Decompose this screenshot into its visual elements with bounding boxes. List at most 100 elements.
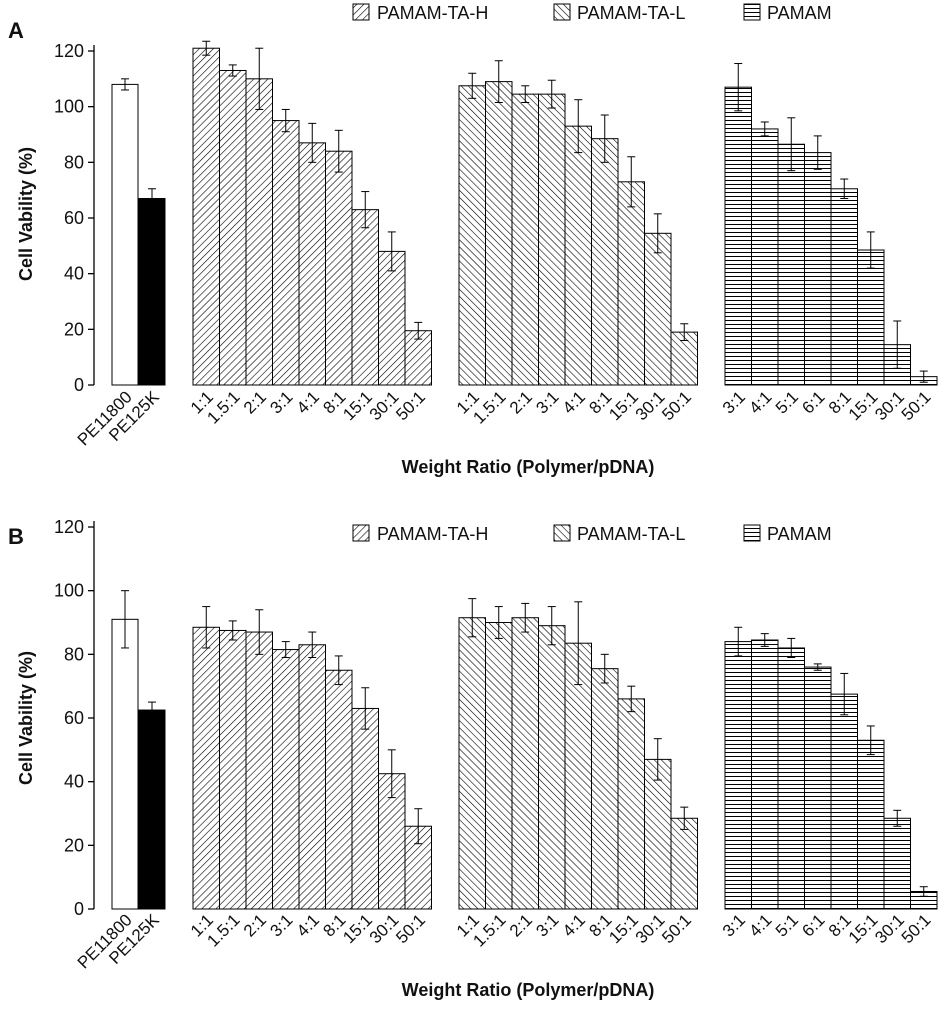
x-tick-label: 4:1 [745,387,775,417]
bar [830,188,858,386]
bar [458,617,486,910]
x-tick-label: 3:1 [532,387,562,417]
bar [644,758,672,910]
chart-panel-b: B 0 20 40 60 80 100 120 Cell Vability (%) Weight … [8,517,938,1000]
bar [883,817,911,910]
legend-swatch [743,524,761,542]
y-tick-label: 80 [64,644,84,664]
legend-label: PAMAM [767,3,832,23]
x-tick-label: 4:1 [745,910,775,940]
bar [538,93,566,386]
bar [777,647,805,910]
x-tick-label: 50:1 [392,910,429,947]
x-tick-label: 3:1 [532,910,562,940]
bar [564,125,592,386]
bar [564,642,592,910]
y-tick-label: 60 [64,708,84,728]
bar [111,83,139,386]
bar [485,81,513,386]
bar [351,209,379,386]
bar [724,641,752,910]
bar [751,639,779,910]
y-axis-title: Cell Vability (%) [16,651,36,785]
bar [857,249,885,386]
bar [325,669,353,910]
x-tick-label: 3:1 [266,387,296,417]
bar [245,631,273,910]
x-tick-label: 3:1 [266,910,296,940]
x-tick-label: 2:1 [240,387,270,417]
bar [298,142,326,386]
y-tick-label: 100 [54,581,84,601]
bar [670,817,698,910]
bar [617,698,645,910]
y-tick-label: 20 [64,319,84,339]
bar [404,330,432,386]
x-tick-label: 4:1 [293,387,323,417]
bar [830,693,858,910]
bar [644,232,672,386]
x-tick-label: 3:1 [719,387,749,417]
legend-label: PAMAM-TA-H [377,3,488,23]
bar [378,250,406,386]
legend-label: PAMAM [767,524,832,544]
legend-swatch [352,524,370,542]
bar [751,128,779,386]
bar [272,120,300,386]
bar [192,626,220,910]
x-tick-label: 6:1 [798,910,828,940]
x-tick-label: 5:1 [772,910,802,940]
bar [351,707,379,910]
legend-swatch [553,3,571,21]
bar [192,47,220,386]
x-tick-label: 2:1 [240,910,270,940]
x-tick-label: 2:1 [506,387,536,417]
legend-swatch [352,3,370,21]
bar [298,644,326,910]
x-tick-label: 5:1 [772,387,802,417]
x-tick-label: 50:1 [658,387,695,424]
y-tick-label: 0 [74,899,84,919]
bar [245,78,273,386]
panel-label: A [8,18,24,43]
bar [617,181,645,386]
y-tick-label: 120 [54,41,84,61]
x-tick-label: 50:1 [898,910,935,947]
x-tick-label: 50:1 [392,387,429,424]
y-tick-label: 60 [64,208,84,228]
x-tick-label: 2:1 [506,910,536,940]
bar [111,618,139,910]
bar [538,625,566,910]
bar [138,198,166,386]
x-tick-label: 3:1 [719,910,749,940]
x-axis-title: Weight Ratio (Polymer/pDNA) [402,457,655,477]
y-tick-label: 0 [74,375,84,395]
x-tick-label: 4:1 [559,387,589,417]
x-tick-label: 50:1 [658,910,695,947]
y-axis-title: Cell Vability (%) [16,147,36,281]
legend-label: PAMAM-TA-H [377,524,488,544]
bar [219,69,247,386]
bar [485,622,513,910]
x-tick-label: 4:1 [559,910,589,940]
legend-swatch [553,524,571,542]
y-tick-label: 40 [64,264,84,284]
bar [138,709,166,910]
legend-label: PAMAM-TA-L [577,3,685,23]
y-tick-label: 80 [64,152,84,172]
bar [511,617,539,910]
bar [591,138,619,386]
y-tick-label: 20 [64,835,84,855]
bar [458,85,486,386]
x-axis-title: Weight Ratio (Polymer/pDNA) [402,980,655,1000]
y-tick-label: 40 [64,772,84,792]
x-tick-label: 4:1 [293,910,323,940]
chart-panel-a: A 0 20 40 60 80 100 120 Cell Vability (%) Weight … [8,3,938,477]
bar [804,666,832,910]
bar [804,152,832,386]
bar [777,143,805,386]
bar [219,629,247,910]
bar [724,86,752,386]
